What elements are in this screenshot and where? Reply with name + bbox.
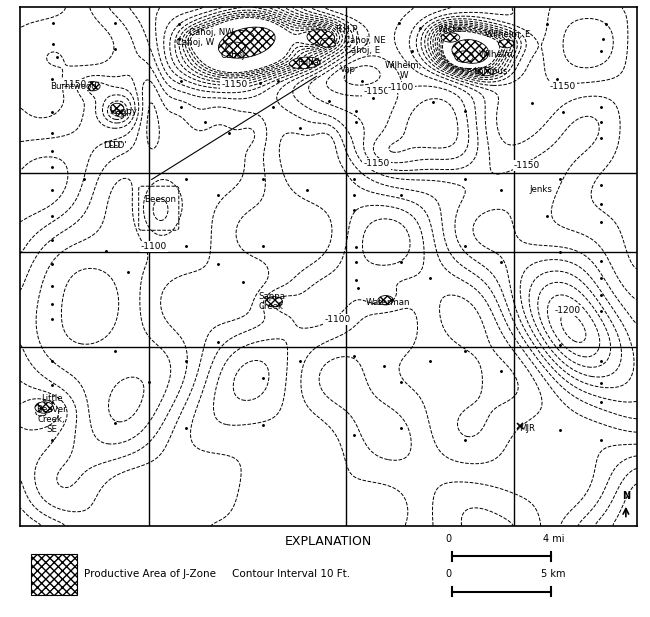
Text: 0: 0 bbox=[446, 534, 452, 544]
Ellipse shape bbox=[452, 39, 489, 64]
Text: Ruda: Ruda bbox=[298, 59, 319, 67]
Text: MJR: MJR bbox=[519, 424, 535, 433]
Text: -1200: -1200 bbox=[555, 306, 581, 315]
Text: -1150: -1150 bbox=[363, 159, 389, 168]
Ellipse shape bbox=[218, 27, 275, 58]
Text: Wilhelm: Wilhelm bbox=[479, 49, 514, 59]
Ellipse shape bbox=[111, 103, 124, 114]
Text: -1150: -1150 bbox=[60, 80, 87, 89]
Text: Cahoj, NE: Cahoj, NE bbox=[344, 36, 386, 45]
Ellipse shape bbox=[441, 33, 460, 42]
Text: Productive Area of J-Zone: Productive Area of J-Zone bbox=[84, 569, 216, 579]
Ellipse shape bbox=[35, 402, 53, 413]
Ellipse shape bbox=[84, 81, 100, 91]
Text: -1150: -1150 bbox=[363, 87, 389, 96]
Text: Vap: Vap bbox=[340, 65, 356, 74]
Text: Happy: Happy bbox=[109, 107, 137, 115]
Ellipse shape bbox=[289, 57, 320, 68]
Ellipse shape bbox=[378, 296, 393, 305]
Text: R.H.P.: R.H.P. bbox=[335, 25, 359, 34]
Ellipse shape bbox=[226, 42, 246, 54]
Text: D-D': D-D' bbox=[108, 141, 127, 151]
Text: Kompus: Kompus bbox=[473, 67, 507, 76]
Text: Little
Beaver
Creek,
SE: Little Beaver Creek, SE bbox=[36, 394, 67, 434]
Ellipse shape bbox=[478, 67, 493, 76]
Text: Contour Interval 10 Ft.: Contour Interval 10 Ft. bbox=[232, 569, 350, 579]
Ellipse shape bbox=[307, 30, 335, 45]
Text: Cahoj: Cahoj bbox=[220, 51, 244, 60]
Text: Wilhelm,
W: Wilhelm, W bbox=[385, 61, 422, 80]
Text: -1100: -1100 bbox=[388, 83, 414, 92]
Text: Cahoj, E: Cahoj, E bbox=[344, 46, 380, 56]
Text: Wilhelm, E: Wilhelm, E bbox=[485, 30, 530, 39]
Text: D-D': D-D' bbox=[103, 141, 123, 151]
Text: N: N bbox=[622, 491, 630, 501]
Text: Beeson: Beeson bbox=[144, 195, 176, 204]
Ellipse shape bbox=[224, 30, 254, 46]
Text: -1150: -1150 bbox=[221, 80, 248, 89]
Text: -1150: -1150 bbox=[550, 81, 576, 91]
Text: Wicke: Wicke bbox=[437, 25, 463, 34]
Text: Cahoj, W: Cahoj, W bbox=[176, 38, 214, 47]
Text: Jenks: Jenks bbox=[530, 185, 552, 194]
Ellipse shape bbox=[265, 297, 283, 307]
Ellipse shape bbox=[499, 39, 514, 48]
Text: Waterman: Waterman bbox=[365, 299, 410, 307]
Ellipse shape bbox=[116, 110, 125, 117]
Ellipse shape bbox=[455, 51, 473, 62]
Text: 5 km: 5 km bbox=[541, 569, 566, 579]
Ellipse shape bbox=[320, 38, 336, 48]
Text: Burntwood: Burntwood bbox=[51, 81, 98, 91]
Text: Sappa
Creek: Sappa Creek bbox=[258, 292, 285, 312]
Text: EXPLANATION: EXPLANATION bbox=[285, 535, 372, 548]
Text: Cahoj, NW: Cahoj, NW bbox=[188, 28, 233, 37]
Text: -1100: -1100 bbox=[141, 242, 167, 251]
Text: -1100: -1100 bbox=[324, 315, 350, 324]
FancyBboxPatch shape bbox=[31, 555, 77, 595]
Text: 0: 0 bbox=[446, 569, 452, 579]
Text: 4 mi: 4 mi bbox=[543, 534, 564, 544]
Text: -1150: -1150 bbox=[514, 161, 540, 170]
